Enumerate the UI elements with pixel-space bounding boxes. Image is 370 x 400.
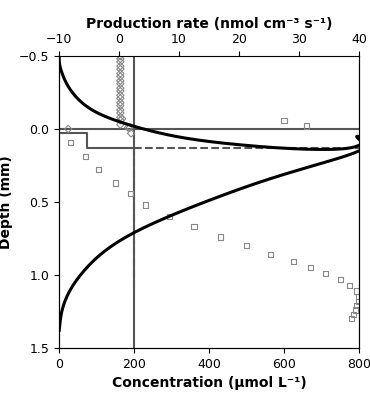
- Point: [112, 180, 118, 186]
- Point: [117, 107, 123, 113]
- Point: [191, 224, 197, 230]
- Point: [337, 276, 343, 282]
- X-axis label: Production rate (nmol cm⁻³ s⁻¹): Production rate (nmol cm⁻³ s⁻¹): [86, 17, 332, 31]
- Point: [352, 307, 358, 313]
- Point: [117, 66, 123, 72]
- Point: [117, 95, 123, 102]
- Point: [117, 63, 123, 70]
- Point: [117, 117, 123, 124]
- Point: [167, 214, 173, 220]
- Point: [217, 234, 223, 240]
- Point: [117, 53, 123, 59]
- Point: [117, 100, 123, 106]
- Point: [268, 251, 274, 258]
- Point: [117, 59, 123, 65]
- Point: [127, 124, 133, 131]
- Y-axis label: Depth (mm): Depth (mm): [0, 155, 13, 249]
- Point: [127, 190, 133, 196]
- Point: [117, 80, 123, 87]
- Point: [243, 242, 249, 249]
- Point: [307, 264, 313, 271]
- Point: [117, 88, 123, 94]
- Point: [125, 124, 131, 131]
- Point: [350, 311, 356, 318]
- Point: [303, 123, 309, 129]
- Point: [117, 73, 123, 80]
- Point: [67, 139, 73, 145]
- X-axis label: Concentration (μmol L⁻¹): Concentration (μmol L⁻¹): [112, 376, 306, 390]
- Point: [117, 122, 123, 128]
- Point: [95, 167, 101, 173]
- Point: [356, 294, 362, 300]
- Point: [128, 130, 134, 136]
- Point: [354, 302, 360, 309]
- Point: [347, 282, 353, 288]
- Point: [119, 116, 125, 122]
- Point: [117, 70, 123, 77]
- Point: [349, 316, 354, 322]
- Point: [117, 85, 123, 91]
- Point: [290, 259, 296, 265]
- Point: [65, 126, 71, 132]
- Point: [117, 102, 123, 109]
- Point: [83, 154, 88, 160]
- Point: [117, 114, 123, 120]
- Point: [117, 92, 123, 99]
- Point: [281, 117, 287, 124]
- Point: [117, 78, 123, 84]
- Point: [353, 288, 359, 294]
- Point: [322, 270, 328, 277]
- Point: [356, 298, 362, 304]
- Point: [142, 202, 148, 208]
- Point: [117, 56, 123, 62]
- Point: [117, 110, 123, 116]
